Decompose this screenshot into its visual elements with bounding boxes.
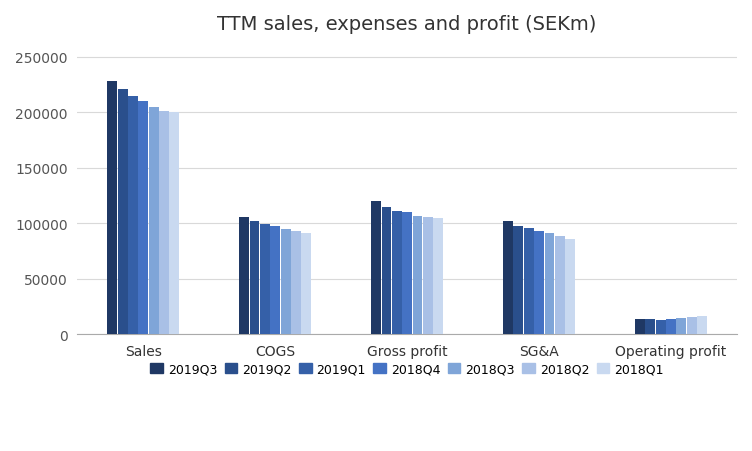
Bar [169,113,179,335]
Bar [635,319,645,335]
Bar [534,232,544,335]
Bar [413,216,423,335]
Bar [138,102,148,335]
Bar [260,225,270,335]
Bar [645,319,655,335]
Bar [250,221,259,335]
Bar [291,232,301,335]
Bar [687,317,696,335]
Bar [697,316,707,335]
Bar [302,234,311,335]
Title: TTM sales, expenses and profit (SEKm): TTM sales, expenses and profit (SEKm) [217,15,597,34]
Bar [280,230,290,335]
Bar [433,218,443,335]
Bar [108,82,117,335]
Bar [128,97,138,335]
Bar [503,221,513,335]
Bar [544,234,554,335]
Bar [566,239,575,335]
Bar [239,217,249,335]
Bar [555,236,565,335]
Bar [514,226,523,335]
Bar [524,228,534,335]
Bar [371,202,381,335]
Bar [159,112,169,335]
Bar [149,107,159,335]
Bar [677,318,687,335]
Bar [666,319,676,335]
Bar [402,213,412,335]
Bar [656,320,666,335]
Bar [423,217,433,335]
Bar [117,90,128,335]
Bar [392,212,402,335]
Bar [270,226,280,335]
Bar [381,207,391,335]
Legend: 2019Q3, 2019Q2, 2019Q1, 2018Q4, 2018Q3, 2018Q2, 2018Q1: 2019Q3, 2019Q2, 2019Q1, 2018Q4, 2018Q3, … [145,357,669,380]
